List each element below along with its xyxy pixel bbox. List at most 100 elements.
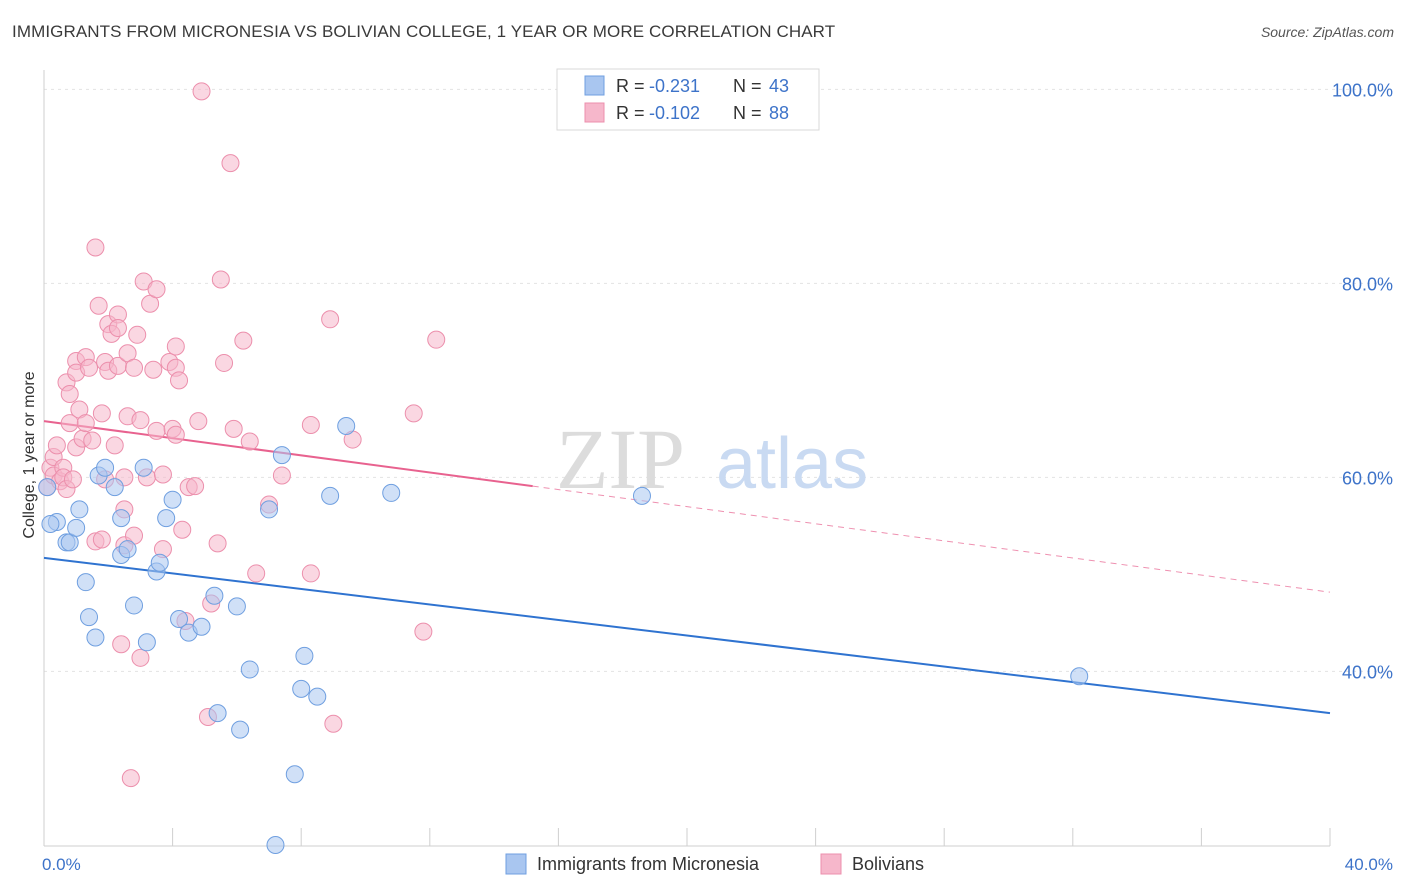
data-point-bolivians [272, 466, 291, 485]
data-point-bolivians [105, 436, 124, 455]
data-point-bolivians [186, 477, 205, 496]
chart-title: IMMIGRANTS FROM MICRONESIA VS BOLIVIAN C… [12, 22, 836, 41]
data-point-bolivians [211, 270, 230, 289]
grid-lines [44, 88, 1395, 672]
y-axis-label: College, 1 year or more [21, 371, 38, 538]
data-point-micronesia [125, 596, 144, 615]
data-point-micronesia [70, 500, 89, 519]
x-tick-label-max: 40.0% [1345, 855, 1393, 874]
data-point-micronesia [272, 446, 291, 465]
stats-swatch-bolivians [584, 102, 605, 123]
data-point-bolivians [89, 296, 108, 315]
data-point-micronesia [382, 483, 401, 502]
data-point-bolivians [301, 564, 320, 583]
data-point-micronesia [170, 610, 189, 629]
data-point-bolivians [60, 384, 79, 403]
data-point-micronesia [266, 836, 285, 855]
data-point-bolivians [112, 635, 131, 654]
stats-r-label-bolivians: R = [616, 103, 645, 123]
data-point-bolivians [234, 331, 253, 350]
data-point-micronesia [150, 553, 169, 572]
data-point-bolivians [208, 534, 227, 553]
data-point-micronesia [205, 586, 224, 605]
data-point-bolivians [414, 622, 433, 641]
data-point-bolivians [80, 358, 99, 377]
data-point-bolivians [131, 411, 150, 430]
legend-swatch-micronesia [505, 853, 527, 875]
data-point-bolivians [170, 371, 189, 390]
data-point-micronesia [118, 540, 137, 559]
data-point-bolivians [301, 416, 320, 435]
data-point-bolivians [92, 404, 111, 423]
data-point-bolivians [153, 465, 172, 484]
data-point-bolivians [189, 412, 208, 431]
data-point-bolivians [128, 325, 147, 344]
data-point-bolivians [131, 648, 150, 667]
data-point-bolivians [83, 431, 102, 450]
stats-legend: R = -0.231 N = 43 R = -0.102 N = 88 [556, 68, 820, 131]
data-point-micronesia [38, 478, 57, 497]
data-point-bolivians [47, 436, 66, 455]
data-point-micronesia [137, 633, 156, 652]
data-point-micronesia [321, 486, 340, 505]
y-tick-labels: 40.0% 60.0% 80.0% 100.0% [1332, 80, 1393, 682]
data-point-bolivians [147, 421, 166, 440]
y-tick-label: 60.0% [1342, 468, 1393, 488]
data-point-micronesia [192, 617, 211, 636]
watermark-atlas: atlas [716, 424, 868, 504]
data-point-micronesia [227, 597, 246, 616]
source-label: Source: ZipAtlas.com [1260, 24, 1394, 40]
data-point-micronesia [76, 573, 95, 592]
y-tick-label: 80.0% [1342, 274, 1393, 294]
data-point-bolivians [240, 432, 259, 451]
data-point-bolivians [92, 530, 111, 549]
data-point-bolivians [63, 470, 82, 489]
data-point-micronesia [67, 518, 86, 537]
data-point-micronesia [163, 490, 182, 509]
x-ticks [43, 828, 1331, 846]
data-point-micronesia [308, 687, 327, 706]
data-point-bolivians [192, 82, 211, 101]
y-tick-label: 100.0% [1332, 80, 1393, 100]
data-point-bolivians [144, 360, 163, 379]
micronesia-points [38, 416, 1089, 855]
stats-r-label-micronesia: R = [616, 76, 645, 96]
trend-lines [43, 420, 1331, 715]
data-point-micronesia [292, 679, 311, 698]
data-point-micronesia [295, 646, 314, 665]
data-point-bolivians [173, 520, 192, 539]
legend-label-bolivians: Bolivians [852, 854, 924, 874]
bottom-legend: Immigrants from Micronesia Bolivians [505, 853, 924, 875]
data-point-micronesia [86, 628, 105, 647]
x-tick-label-min: 0.0% [42, 855, 81, 874]
trend-line-micronesia [43, 556, 1331, 715]
data-point-micronesia [134, 458, 153, 477]
data-point-micronesia [240, 660, 259, 679]
data-point-micronesia [96, 458, 115, 477]
data-point-micronesia [1070, 667, 1089, 686]
data-point-bolivians [125, 358, 144, 377]
data-point-bolivians [221, 154, 240, 173]
data-point-bolivians [324, 714, 343, 733]
data-point-bolivians [224, 419, 243, 438]
data-point-micronesia [208, 704, 227, 723]
data-point-bolivians [247, 564, 266, 583]
stats-r-value-micronesia: -0.231 [649, 76, 700, 96]
stats-n-value-bolivians: 88 [769, 103, 789, 123]
stats-n-value-micronesia: 43 [769, 76, 789, 96]
data-point-micronesia [285, 765, 304, 784]
data-point-bolivians [404, 404, 423, 423]
data-point-micronesia [337, 416, 356, 435]
data-point-bolivians [76, 414, 95, 433]
data-point-micronesia [231, 720, 250, 739]
data-point-bolivians [121, 769, 140, 788]
legend-swatch-bolivians [820, 853, 842, 875]
legend-label-micronesia: Immigrants from Micronesia [537, 854, 760, 874]
data-point-bolivians [427, 330, 446, 349]
data-point-micronesia [41, 514, 60, 533]
stats-n-label-micronesia: N = [733, 76, 762, 96]
data-point-bolivians [108, 319, 127, 338]
watermark-zip: ZIP [556, 411, 685, 507]
bolivians-points [38, 82, 446, 788]
